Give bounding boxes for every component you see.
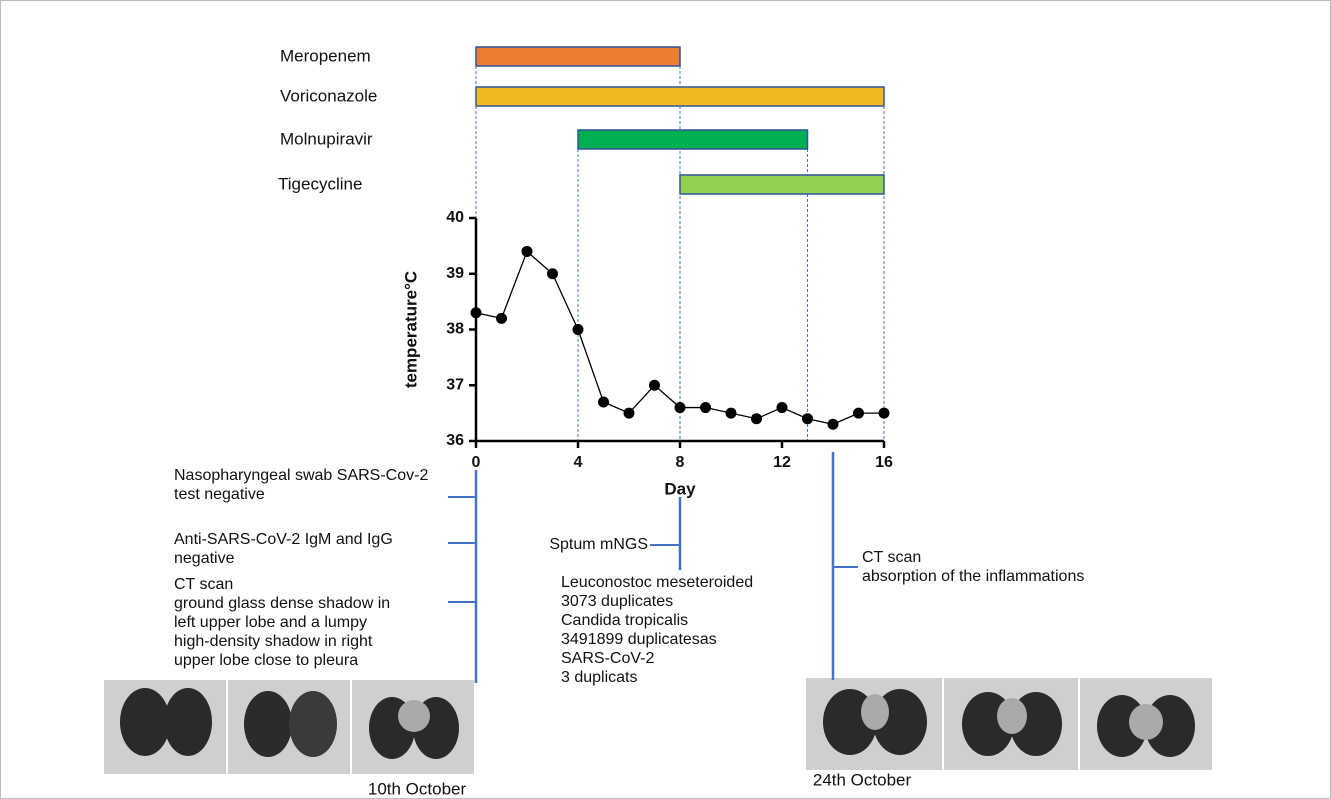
temperature-point	[726, 408, 737, 419]
ct-images-right	[806, 678, 1212, 770]
temperature-point	[471, 307, 482, 318]
event-text: Leuconostoc meseteroided	[561, 574, 753, 591]
y-tick-label: 39	[446, 265, 464, 282]
event-text: high-density shadow in right	[174, 633, 373, 650]
temperature-point	[700, 402, 711, 413]
event-text: left upper lobe and a lumpy	[174, 614, 367, 631]
temperature-point	[675, 402, 686, 413]
y-tick-label: 37	[446, 376, 464, 393]
event-text: 3491899 duplicatesas	[561, 631, 717, 648]
event-text: SARS-CoV-2	[561, 650, 654, 667]
y-axis-label: temperature°C	[401, 271, 420, 388]
drug-bar	[476, 47, 680, 66]
x-axis-label: Day	[664, 479, 696, 498]
x-tick-label: 0	[472, 454, 481, 471]
event-text: Anti-SARS-CoV-2 IgM and IgG	[174, 531, 393, 548]
temperature-point	[649, 380, 660, 391]
temperature-point	[802, 413, 813, 424]
event-text: Sptum mNGS	[549, 536, 648, 553]
event-text: CT scan	[862, 549, 921, 566]
event-text: negative	[174, 550, 235, 567]
temperature-point	[777, 402, 788, 413]
drug-label: Molnupiravir	[280, 129, 373, 148]
temperature-point	[547, 268, 558, 279]
event-text: 3 duplicats	[561, 669, 638, 686]
temperature-point	[828, 419, 839, 430]
event-date: 10th October	[368, 779, 467, 798]
drug-bar	[476, 87, 884, 106]
temperature-point	[522, 246, 533, 257]
drug-bar	[680, 175, 884, 194]
drug-label: Voriconazole	[280, 86, 377, 105]
temperature-point	[598, 396, 609, 407]
figure: Meropenem Voriconazole Molnupiravir Tigecyc…	[0, 0, 1331, 799]
x-tick-label: 8	[676, 454, 685, 471]
event-text: 3073 duplicates	[561, 593, 673, 610]
drug-bar	[578, 130, 808, 149]
temperature-point	[853, 408, 864, 419]
temperature-point	[573, 324, 584, 335]
temperature-point	[496, 313, 507, 324]
y-tick-label: 38	[446, 321, 464, 338]
ct-images-left	[104, 680, 474, 774]
temperature-point	[751, 413, 762, 424]
y-tick-label: 40	[446, 209, 464, 226]
temperature-point	[624, 408, 635, 419]
event-text: CT scan	[174, 576, 233, 593]
drug-label: Meropenem	[280, 46, 371, 65]
event-date: 24th October	[813, 770, 912, 789]
event-text: Nasopharyngeal swab SARS-Cov-2	[174, 467, 428, 484]
drug-label: Tigecycline	[278, 174, 362, 193]
event-text: absorption of the inflammations	[862, 568, 1084, 585]
x-tick-label: 4	[574, 454, 583, 471]
x-tick-label: 16	[875, 454, 893, 471]
x-tick-label: 12	[773, 454, 791, 471]
event-text: test negative	[174, 486, 265, 503]
y-tick-label: 36	[446, 432, 464, 449]
event-text: ground glass dense shadow in	[174, 595, 390, 612]
event-text: Candida tropicalis	[561, 612, 688, 629]
temperature-point	[879, 408, 890, 419]
event-text: upper lobe close to pleura	[174, 652, 358, 669]
